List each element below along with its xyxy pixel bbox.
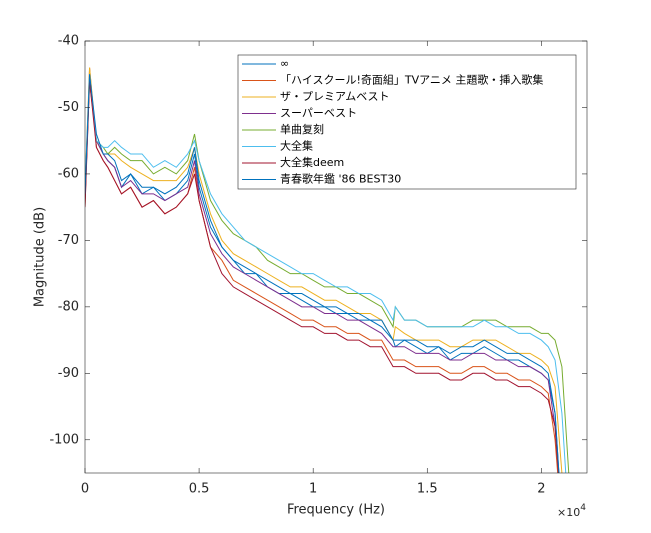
y-tick-label: -60 xyxy=(58,166,79,181)
axes-box xyxy=(84,40,588,474)
series-line xyxy=(85,80,570,473)
legend-label: 大全集 xyxy=(280,139,313,153)
series-line xyxy=(85,80,559,473)
legend-box xyxy=(237,54,577,190)
legend-label: 青春歌年鑑 '86 BEST30 xyxy=(280,172,401,186)
legend-label: 单曲复刻 xyxy=(280,122,324,136)
x-scale-exponent: 4 xyxy=(580,503,586,513)
y-tick-label: -70 xyxy=(58,233,79,248)
x-tick-label: 1.5 xyxy=(417,482,438,497)
series-line xyxy=(85,67,563,473)
y-axis-label: Magnitude (dB) xyxy=(33,207,48,307)
y-tick-label: -40 xyxy=(58,34,79,49)
x-tick-label: 0.5 xyxy=(189,482,210,497)
x-tick-label: 2 xyxy=(537,482,545,497)
legend-label: 「ハイスクール!奇面組」TVアニメ 主題歌・挿入歌集 xyxy=(280,73,543,87)
y-tick-label: -90 xyxy=(58,366,79,381)
lines xyxy=(85,67,570,473)
y-tick-label: -100 xyxy=(49,432,79,447)
legend-label: 大全集deem xyxy=(280,155,344,169)
series-line xyxy=(85,74,560,473)
x-scale-factor: ×104 xyxy=(557,503,586,520)
legend-label: ザ・プレミアムベスト xyxy=(280,90,389,103)
x-tick-label: 1 xyxy=(309,482,317,497)
legend: ∞ 「ハイスクール!奇面組」TVアニメ 主題歌・挿入歌集ザ・プレミアムベストスーパ… xyxy=(237,54,577,190)
y-tick-label: -50 xyxy=(58,100,79,115)
x-axis-label: Frequency (Hz) xyxy=(287,503,385,518)
series-line xyxy=(85,74,567,473)
axes: 0 0.5 1 1.5 2 -100 -90 -80 -70 -60 -50 -40 xyxy=(49,34,587,497)
x-tick-label: 0 xyxy=(81,482,89,497)
series-line xyxy=(85,80,559,473)
y-tick-label: -80 xyxy=(58,299,79,314)
legend-label: ∞ xyxy=(280,57,289,70)
x-scale-base: ×10 xyxy=(557,506,580,519)
legend-label: スーパーベスト xyxy=(280,107,357,120)
